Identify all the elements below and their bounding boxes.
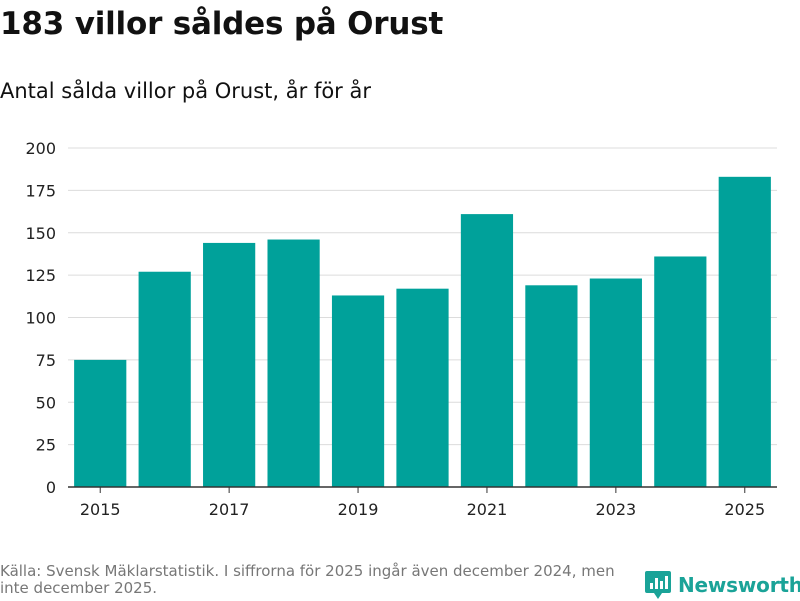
y-tick-label: 175 [25, 181, 56, 200]
chart-subtitle: Antal sålda villor på Orust, år för år [0, 79, 371, 103]
bar-2023 [589, 278, 642, 487]
bar-2022 [525, 285, 578, 487]
y-tick-label: 200 [25, 139, 56, 158]
brand-logo: Newsworthy [644, 569, 800, 601]
x-tick-label: 2023 [596, 500, 637, 519]
bar-2024 [654, 256, 707, 487]
bar-2017 [203, 242, 256, 487]
chart-title: 183 villor såldes på Orust [0, 6, 444, 42]
y-tick-label: 75 [36, 351, 56, 370]
newsworthy-logo-icon [645, 571, 671, 599]
bar-2016 [138, 271, 191, 487]
x-tick-label: 2025 [724, 500, 765, 519]
y-tick-label: 125 [25, 266, 56, 285]
bar-2021 [460, 214, 514, 488]
y-tick-label: 25 [36, 436, 56, 455]
x-tick-label: 2021 [467, 500, 508, 519]
x-tick-label: 2017 [209, 500, 250, 519]
bar-2018 [267, 239, 320, 487]
y-tick-label: 100 [25, 309, 56, 328]
x-tick-label: 2015 [80, 500, 121, 519]
bar-2020 [396, 288, 449, 487]
bar-2025 [718, 176, 771, 487]
bar-2015 [74, 359, 127, 487]
brand-name: Newsworthy [678, 573, 800, 597]
y-tick-label: 0 [46, 478, 56, 497]
source-note: Källa: Svensk Mäklarstatistik. I siffror… [0, 562, 615, 597]
y-tick-label: 150 [25, 224, 56, 243]
y-tick-label: 50 [36, 393, 56, 412]
x-tick-label: 2019 [338, 500, 379, 519]
bar-2019 [331, 295, 385, 487]
